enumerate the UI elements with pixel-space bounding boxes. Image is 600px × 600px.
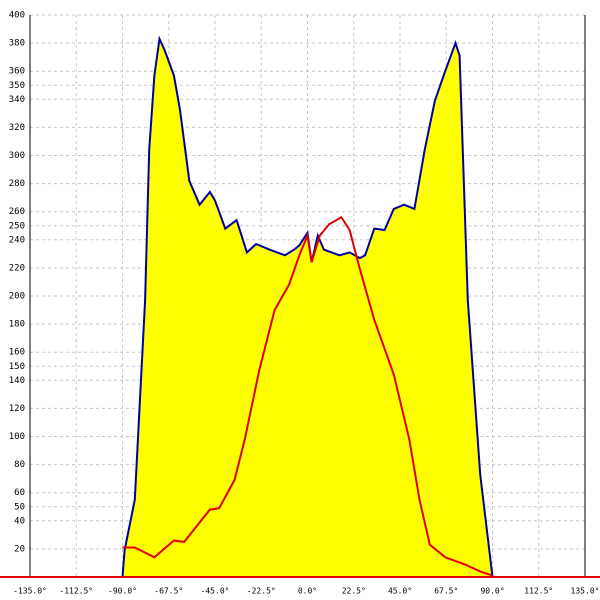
x-tick-label: -90.0°	[108, 587, 137, 596]
y-tick-label: 40	[14, 516, 25, 526]
y-tick-label: 120	[9, 404, 25, 414]
y-tick-label: 140	[9, 376, 25, 386]
x-tick-label: -135.0°	[13, 587, 47, 596]
x-tick-label: 67.5°	[434, 587, 458, 596]
y-tick-label: 360	[9, 67, 25, 77]
x-tick-label: -112.5°	[59, 587, 93, 596]
x-tick-label: 22.5°	[342, 587, 366, 596]
y-tick-label: 350	[9, 81, 25, 91]
y-tick-label: 100	[9, 432, 25, 442]
x-tick-label: -67.5°	[154, 587, 183, 596]
y-tick-label: 260	[9, 207, 25, 217]
x-tick-label: 90.0°	[480, 587, 504, 596]
y-tick-label: 20	[14, 544, 25, 554]
x-tick-label: 45.0°	[388, 587, 412, 596]
y-tick-label: 240	[9, 235, 25, 245]
y-tick-label: 220	[9, 263, 25, 273]
x-tick-label: 112.5°	[524, 587, 553, 596]
y-tick-label: 300	[9, 151, 25, 161]
y-tick-label: 380	[9, 39, 25, 49]
y-tick-label: 280	[9, 179, 25, 189]
y-tick-label: 320	[9, 123, 25, 133]
x-tick-label: 0.0°	[298, 587, 317, 596]
y-tick-label: 60	[14, 488, 25, 498]
x-tick-label: -22.5°	[247, 587, 276, 596]
x-tick-label: 135.0°	[571, 587, 600, 596]
line	[121, 35, 494, 578]
y-tick-label: 200	[9, 292, 25, 302]
y-tick-label: 150	[9, 362, 25, 372]
y-tick-label: 160	[9, 348, 25, 358]
y-tick-label: 180	[9, 320, 25, 330]
area-fill	[122, 38, 493, 577]
y-tick-label: 250	[9, 221, 25, 231]
x-tick-label: -45.0°	[201, 587, 230, 596]
y-tick-label: 80	[14, 460, 25, 470]
y-tick-label: 400	[9, 11, 25, 21]
y-tick-label: 50	[14, 502, 25, 512]
line	[122, 215, 493, 577]
y-tick-label: 340	[9, 95, 25, 105]
